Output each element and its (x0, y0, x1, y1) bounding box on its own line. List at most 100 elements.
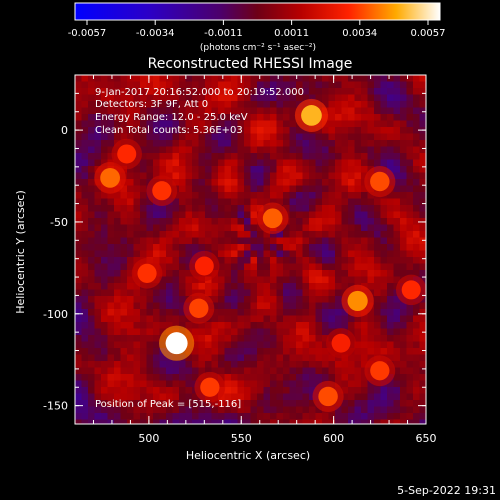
heatmap-cell (341, 309, 349, 316)
heatmap-cell (289, 179, 297, 186)
heatmap-cell (107, 380, 115, 388)
heatmap-cell (296, 224, 303, 232)
heatmap-cell (114, 419, 121, 424)
heatmap-cell (270, 114, 277, 121)
heatmap-cell (140, 354, 147, 362)
heatmap-cell (257, 413, 264, 420)
heatmap-cell (218, 224, 225, 232)
annotation-total-counts: Clean Total counts: 5.36E+03 (95, 125, 243, 136)
heatmap-cell (94, 192, 102, 199)
heatmap-cell (120, 406, 128, 414)
heatmap-cell (218, 211, 225, 219)
heatmap-cell (296, 283, 303, 290)
heatmap-cell (153, 205, 160, 212)
heatmap-cell (406, 120, 414, 128)
heatmap-cell (146, 198, 154, 206)
heatmap-cell (250, 198, 258, 206)
heatmap-cell (367, 211, 375, 219)
heatmap-cell (341, 114, 349, 121)
heatmap-cell (276, 133, 284, 141)
heatmap-cell (198, 406, 206, 414)
heatmap-cell (159, 367, 167, 375)
heatmap-cell (146, 296, 154, 303)
heatmap-cell (153, 94, 160, 102)
heatmap-cell (309, 283, 316, 290)
heatmap-cell (231, 81, 238, 89)
heatmap-cell (159, 146, 167, 154)
heatmap-cell (179, 146, 186, 154)
heatmap-cell (88, 413, 95, 420)
heatmap-cell (81, 192, 89, 199)
peak-source (152, 181, 172, 201)
heatmap-cell (244, 257, 251, 264)
heatmap-cell (380, 341, 388, 349)
heatmap-cell (367, 127, 375, 134)
heatmap-cell (205, 224, 212, 232)
heatmap-cell (400, 250, 407, 258)
heatmap-cell (231, 185, 238, 193)
heatmap-cell (276, 387, 284, 394)
heatmap-cell (367, 354, 375, 362)
heatmap-cell (393, 237, 401, 245)
heatmap-cell (224, 354, 232, 362)
heatmap-cell (413, 218, 420, 225)
heatmap-cell (354, 374, 362, 381)
heatmap-cell (283, 335, 290, 342)
heatmap-cell (315, 289, 323, 297)
heatmap-cell (75, 322, 82, 329)
heatmap-cell (328, 198, 336, 206)
heatmap-cell (224, 198, 232, 206)
heatmap-cell (146, 101, 154, 108)
heatmap-cell (75, 315, 82, 323)
heatmap-cell (114, 133, 121, 141)
heatmap-cell (380, 296, 388, 303)
heatmap-cell (127, 309, 134, 316)
heatmap-cell (205, 114, 212, 121)
heatmap-cell (81, 120, 89, 128)
heatmap-cell (166, 309, 173, 316)
heatmap-cell (257, 309, 264, 316)
heatmap-cell (393, 302, 401, 310)
heatmap-cell (250, 237, 258, 245)
heatmap-cell (302, 159, 310, 167)
heatmap-cell (387, 198, 394, 206)
heatmap-cell (380, 94, 388, 102)
heatmap-cell (114, 283, 121, 290)
heatmap-cell (406, 322, 414, 329)
heatmap-cell (159, 354, 167, 362)
heatmap-cell (289, 224, 297, 232)
heatmap-cell (302, 94, 310, 102)
heatmap-cell (335, 224, 342, 232)
heatmap-cell (88, 159, 95, 167)
heatmap-cell (328, 81, 336, 89)
heatmap-cell (419, 367, 426, 375)
heatmap-cell (94, 289, 102, 297)
heatmap-cell (218, 114, 225, 121)
heatmap-cell (270, 146, 277, 154)
heatmap-cell (75, 250, 82, 258)
heatmap-cell (296, 250, 303, 258)
heatmap-cell (302, 88, 310, 95)
heatmap-cell (244, 127, 251, 134)
heatmap-cell (218, 341, 225, 349)
heatmap-cell (211, 406, 219, 414)
heatmap-cell (140, 296, 147, 303)
heatmap-cell (140, 348, 147, 355)
heatmap-cell (328, 153, 336, 160)
heatmap-cell (244, 205, 251, 212)
heatmap-cell (231, 322, 238, 329)
heatmap-cell (75, 179, 82, 186)
heatmap-cell (406, 153, 414, 160)
heatmap-cell (289, 263, 297, 271)
heatmap-cell (393, 296, 401, 303)
heatmap-cell (185, 127, 193, 134)
heatmap-cell (107, 146, 115, 154)
heatmap-cell (205, 81, 212, 89)
heatmap-cell (127, 361, 134, 368)
heatmap-cell (335, 114, 342, 121)
heatmap-cell (283, 133, 290, 141)
heatmap-cell (406, 107, 414, 115)
heatmap-cell (107, 114, 115, 121)
heatmap-cell (153, 250, 160, 258)
